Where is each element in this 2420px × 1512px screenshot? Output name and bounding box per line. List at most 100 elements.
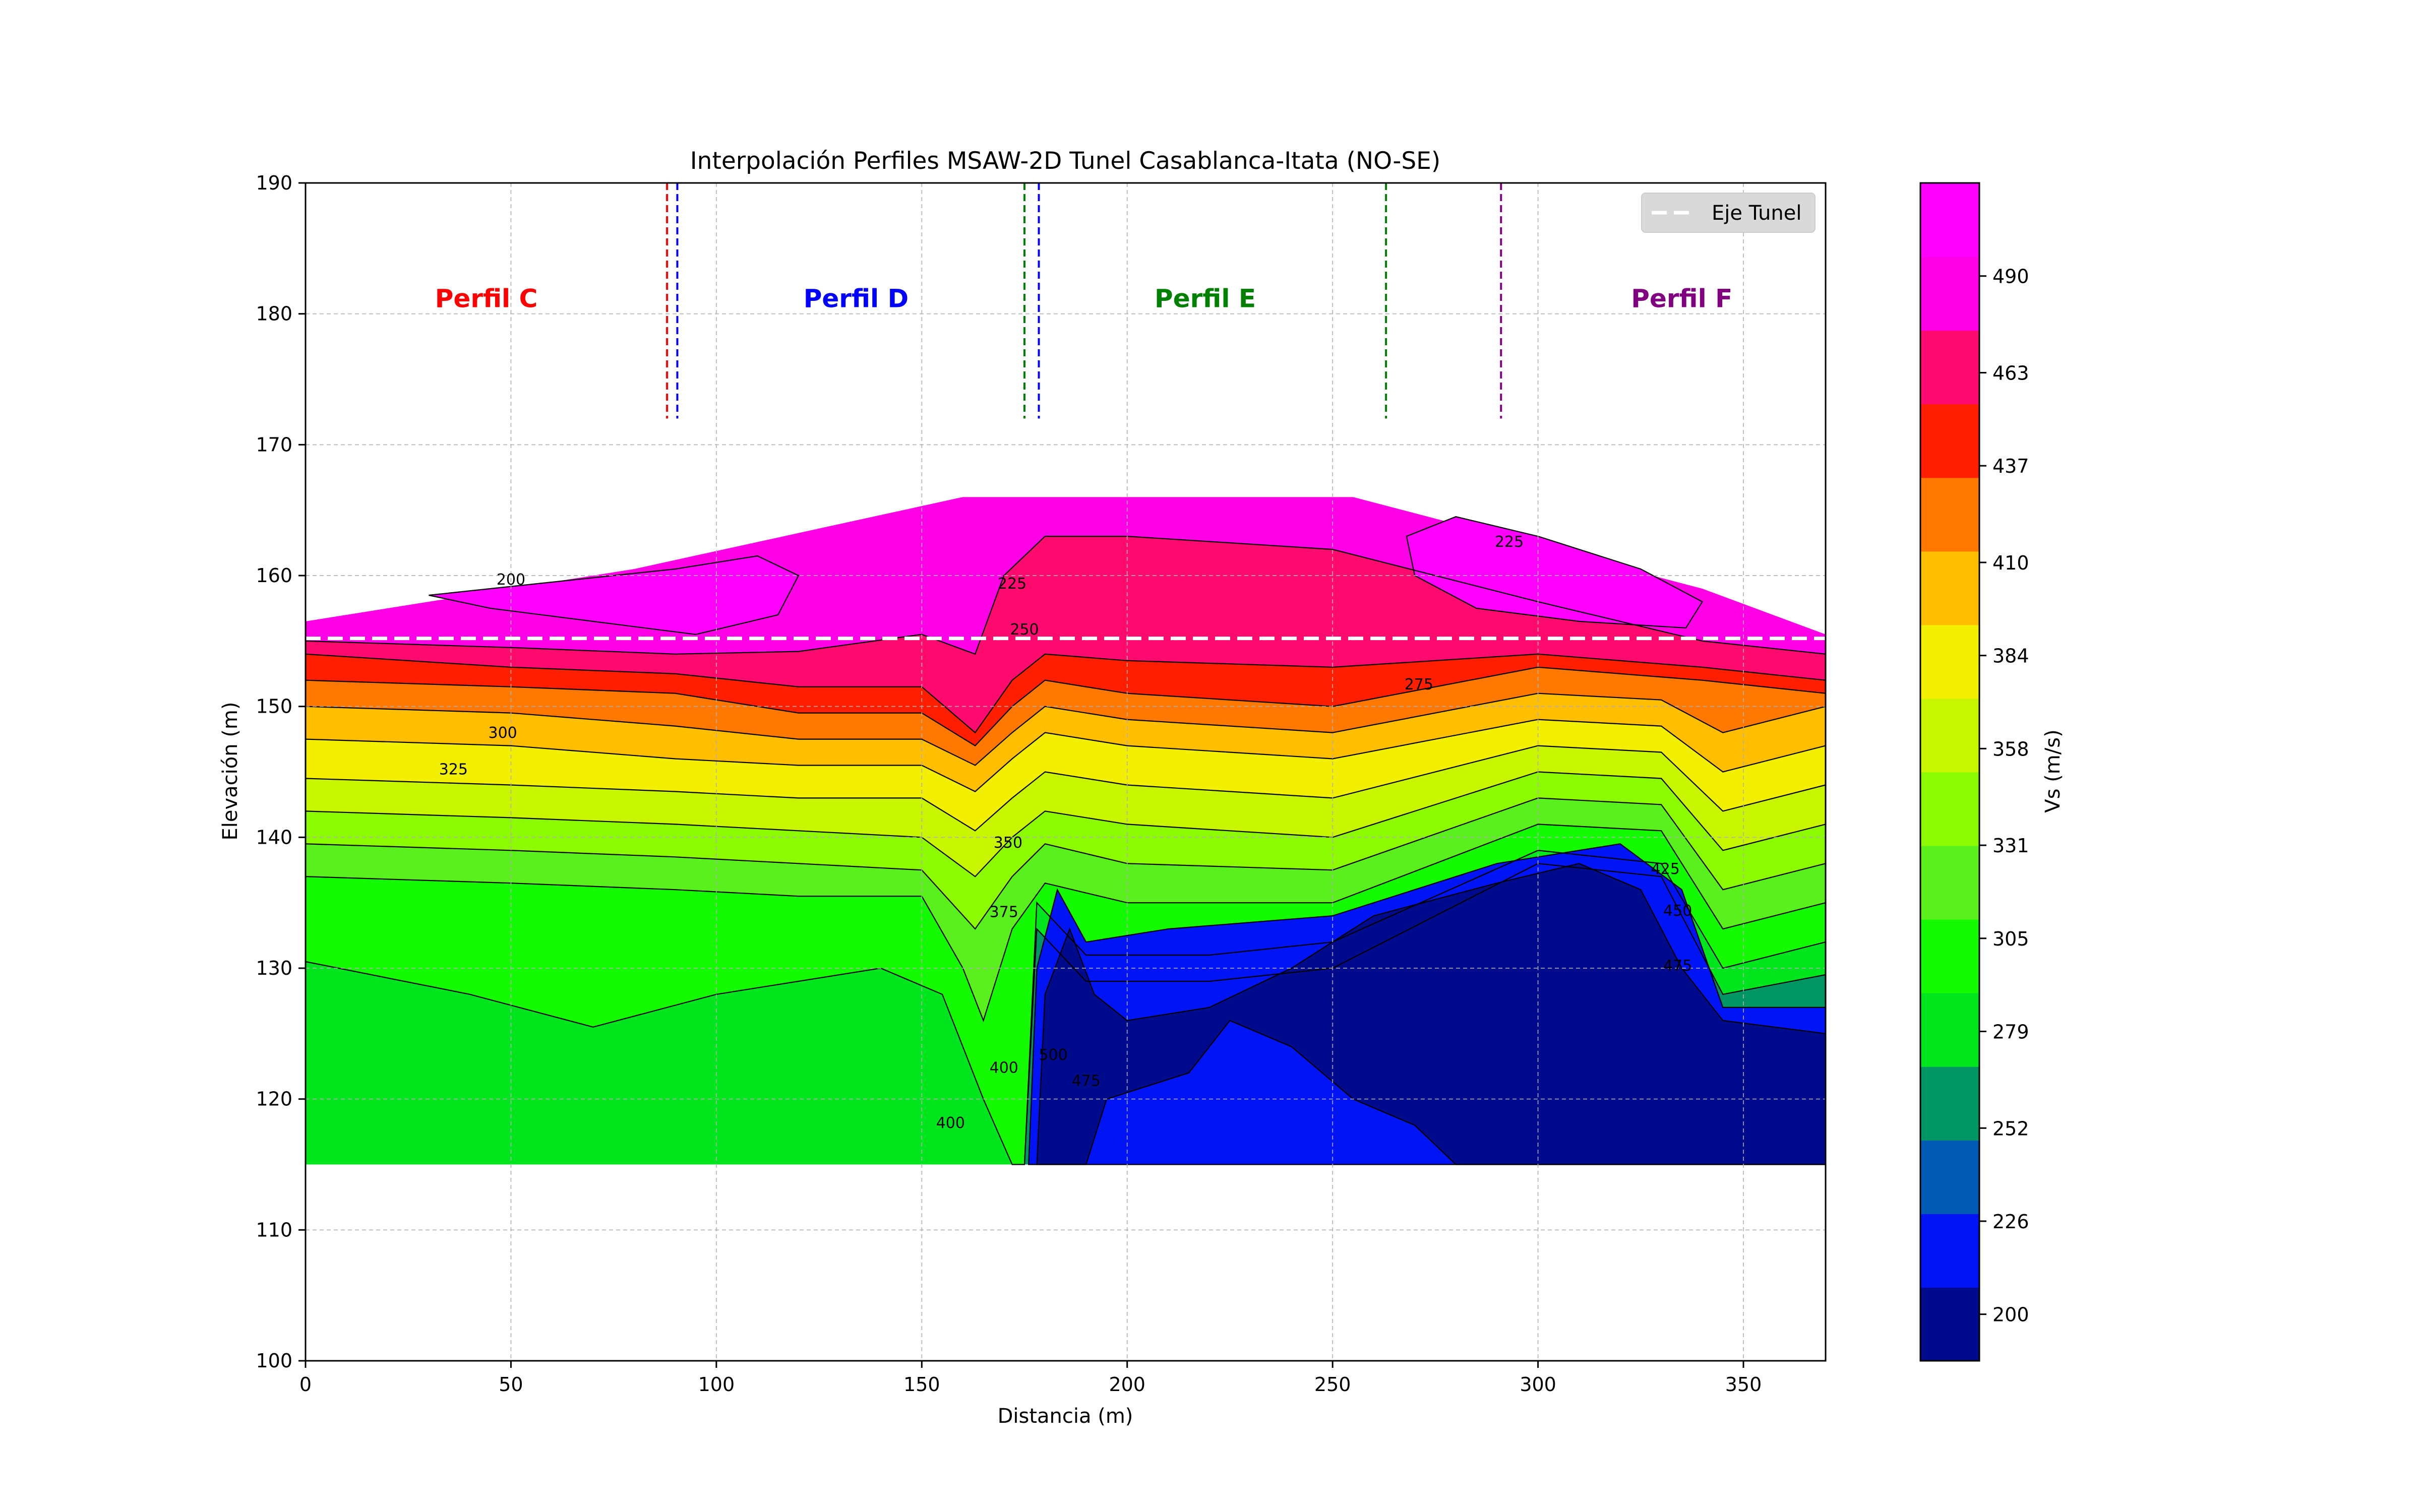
contour-lines [305,516,1827,1165]
y-tick-label-3: 130 [256,957,292,979]
contour-zone-line-1 [1036,863,1827,1165]
x-tick-label-6: 300 [1520,1373,1556,1396]
contour-label-9: 400 [990,1059,1018,1077]
legend: Eje Tunel [1641,193,1816,233]
colorbar-tick-label-6: 358 [1992,738,2029,760]
profile-label-3: Perfil F [1631,284,1732,313]
colorbar-tick-label-0: 200 [1992,1304,2029,1326]
colorbar-band-3 [1920,1066,1979,1141]
y-axis-label: Elevación (m) [219,702,242,841]
contour-line-9 [305,850,1826,1165]
x-axis-label: Distancia (m) [998,1405,1133,1428]
colorbar-band-9 [1920,624,1979,699]
colorbar-label: Vs (m/s) [2041,729,2065,812]
contour-line-6 [305,771,1826,877]
colorbar-tick-label-2: 252 [1992,1117,2029,1140]
colorbar-band-15 [1920,183,1979,258]
contour-labels: 200 225 250 225 275 300 325 350 375 400 400 500 475 4… [439,533,1692,1132]
y-tick-label-5: 150 [256,696,292,718]
contour-label-10: 400 [936,1114,965,1132]
contour-label-1: 225 [998,575,1026,593]
colorbar-band-13 [1920,330,1979,405]
colorbar-band-10 [1920,551,1979,625]
y-axis-ticks: 100 110 120 130 140 150 160 170 180 190 [256,172,306,1372]
contour-label-6: 325 [439,761,468,779]
y-tick-label-4: 140 [256,826,292,848]
contour-label-15: 475 [1663,957,1692,975]
colorbar-tick-label-5: 331 [1992,835,2029,857]
contour-label-5: 300 [489,724,517,742]
velocity-zone-1 [1037,863,1826,1165]
contour-label-4: 275 [1405,676,1433,694]
colorbar-band-11 [1920,477,1979,552]
y-tick-label-7: 170 [256,433,292,456]
colorbar-band-12 [1920,404,1979,478]
colorbar-bands [1920,183,1979,1361]
velocity-lobe-0 [429,556,799,635]
profile-label-1: Perfil D [804,284,909,313]
contour-label-11: 500 [1039,1046,1067,1064]
colorbar-band-2 [1920,1140,1979,1214]
contour-label-13: 425 [1651,860,1680,878]
chart-title: Interpolación Perfiles MSAW-2D Tunel Cas… [690,147,1440,175]
contour-label-3: 225 [1495,533,1524,551]
colorbar-band-5 [1920,919,1979,993]
colorbar-band-0 [1920,1287,1979,1361]
y-tick-label-0: 100 [256,1350,292,1372]
profile-markers: Perfil C Perfil D Perfil E Perfil F [435,183,1732,419]
y-tick-label-1: 110 [256,1219,292,1241]
colorbar-band-8 [1920,698,1979,773]
x-tick-label-2: 100 [698,1373,735,1396]
colorbar-tick-label-9: 437 [1992,455,2029,477]
x-tick-label-0: 0 [299,1373,312,1396]
contour-label-12: 475 [1072,1073,1101,1090]
contour-label-8: 375 [990,904,1018,921]
contour-lobe-line-1 [1406,516,1704,629]
grid-lines [306,183,1826,1361]
colorbar-ticks: 200 226 252 279 305 331 358 384 410 437 463 490 [1979,266,2029,1326]
x-tick-label-5: 250 [1314,1373,1351,1396]
colorbar-tick-label-4: 305 [1992,928,2029,950]
colorbar-band-1 [1920,1213,1979,1288]
contour-label-0: 200 [497,571,525,589]
x-tick-label-1: 50 [499,1373,523,1396]
colorbar-band-7 [1920,772,1979,846]
velocity-fills [306,497,1826,1165]
contour-label-7: 350 [994,834,1022,852]
plot-area: 200 2252502252753003253503754004005004754… [256,172,1827,1396]
velocity-lobe-1 [1406,517,1703,628]
colorbar-tick-label-1: 226 [1992,1211,2029,1233]
colorbar-frame [1919,182,1980,1362]
contour-label-2: 250 [1010,621,1039,639]
colorbar-tick-label-7: 384 [1992,645,2029,667]
colorbar-tick-label-10: 463 [1992,362,2029,384]
legend-tunnel-label: Eje Tunel [1712,202,1802,225]
colorbar-band-4 [1920,992,1979,1067]
axes-frame [305,182,1827,1362]
contour-lobe-line-0 [429,555,800,635]
x-tick-label-3: 150 [903,1373,940,1396]
contour-line-1 [305,653,1826,734]
x-axis-ticks: 0 50 100 150 200 250 300 350 [299,1361,1762,1396]
colorbar-tick-label-3: 279 [1992,1021,2029,1043]
legend-box [1641,193,1816,233]
y-tick-label-9: 190 [256,172,292,194]
colorbar-tick-label-8: 410 [1992,552,2029,574]
profile-label-2: Perfil E [1155,284,1256,313]
contour-line-3 [305,692,1826,766]
contour-line-5 [305,745,1826,832]
colorbar-tick-label-11: 490 [1992,266,2029,288]
contour-label-14: 450 [1663,902,1692,920]
profile-label-0: Perfil C [435,284,538,313]
x-tick-label-4: 200 [1109,1373,1145,1396]
colorbar-band-6 [1920,845,1979,920]
contour-line-4 [305,719,1826,792]
y-tick-label-6: 160 [256,564,292,587]
contour-line-7 [305,797,1826,930]
colorbar: 200 226 252 279 305 331 358 384 410 437 463 490 Vs … [1919,182,2065,1362]
x-tick-label-7: 350 [1725,1373,1762,1396]
y-tick-label-8: 180 [256,303,292,325]
y-tick-label-2: 120 [256,1088,292,1110]
colorbar-band-14 [1920,257,1979,331]
